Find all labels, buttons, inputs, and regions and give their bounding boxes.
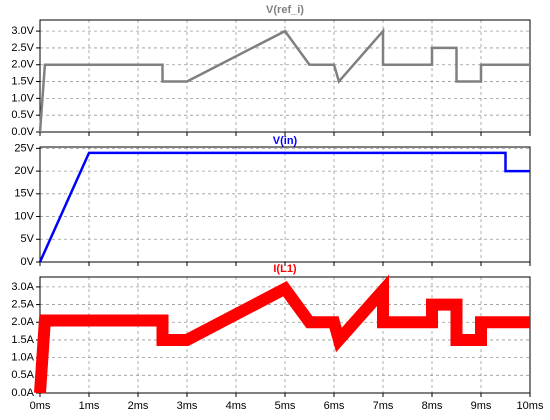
y-tick-label: 1.5V <box>11 75 34 87</box>
x-tick-label: 2ms <box>128 400 149 412</box>
x-tick-label: 8ms <box>422 400 443 412</box>
y-tick-label: 0V <box>21 256 35 268</box>
y-tick-label: 15V <box>14 188 34 200</box>
pane-title: V(in) <box>273 135 298 147</box>
y-tick-label: 0.5V <box>11 109 34 121</box>
y-tick-label: 1.0V <box>11 92 34 104</box>
x-tick-label: 5ms <box>275 400 296 412</box>
y-tick-label: 3.0A <box>11 281 34 293</box>
x-tick-label: 7ms <box>373 400 394 412</box>
y-tick-label: 3.0V <box>11 25 34 37</box>
x-tick-label: 10ms <box>517 400 544 412</box>
current-trace <box>34 274 530 394</box>
y-tick-label: 2.5V <box>11 42 34 54</box>
y-tick-label: 1.0A <box>11 352 34 364</box>
y-tick-label: 1.5A <box>11 334 34 346</box>
x-tick-label: 6ms <box>324 400 345 412</box>
x-tick-label: 0ms <box>30 400 51 412</box>
pane-title: I(L1) <box>273 263 297 275</box>
y-tick-label: 2.0A <box>11 316 34 328</box>
y-tick-label: 2.0V <box>11 59 34 71</box>
plot-frame <box>39 146 531 263</box>
y-tick-label: 20V <box>14 165 34 177</box>
pane-title: V(ref_i) <box>266 4 304 16</box>
y-tick-label: 0.0A <box>11 387 34 399</box>
x-tick-label: 4ms <box>226 400 247 412</box>
y-tick-label: 2.5A <box>11 298 34 310</box>
y-tick-label: 25V <box>14 142 34 154</box>
x-tick-label: 3ms <box>177 400 198 412</box>
voltage-trace <box>38 27 530 133</box>
x-tick-label: 1ms <box>79 400 100 412</box>
y-tick-label: 0.5A <box>11 369 34 381</box>
y-tick-label: 10V <box>14 210 34 222</box>
voltage-trace <box>38 151 530 263</box>
y-tick-label: 0.0V <box>11 126 34 138</box>
plot-frame <box>39 19 531 133</box>
x-tick-label: 9ms <box>471 400 492 412</box>
y-tick-label: 5V <box>21 233 35 245</box>
